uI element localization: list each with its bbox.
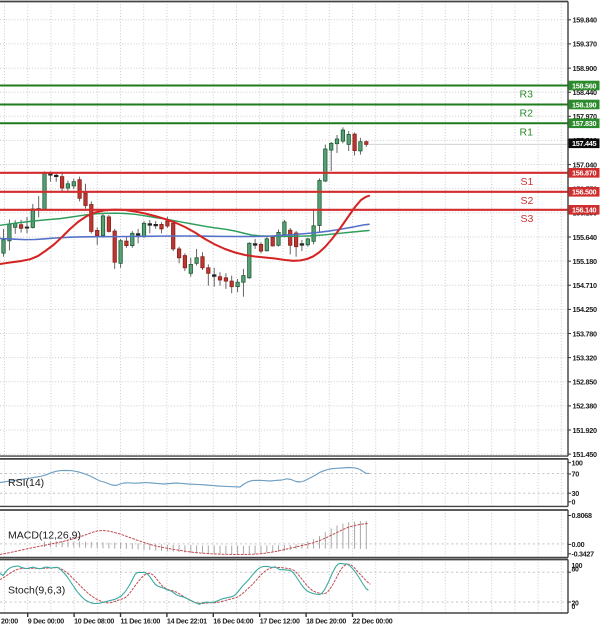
svg-text:17 Dec 12:00: 17 Dec 12:00 <box>260 618 300 626</box>
svg-text:151.920: 151.920 <box>573 426 598 435</box>
svg-text:159.840: 159.840 <box>573 16 598 25</box>
svg-text:80: 80 <box>572 566 580 573</box>
svg-text:156.500: 156.500 <box>572 188 597 197</box>
svg-text:154.710: 154.710 <box>573 281 598 290</box>
svg-text:157.830: 157.830 <box>572 119 597 128</box>
svg-text:16 Dec 04:00: 16 Dec 04:00 <box>213 618 253 626</box>
svg-text:10 Dec 08:00: 10 Dec 08:00 <box>74 618 114 626</box>
svg-text:156.140: 156.140 <box>572 206 597 215</box>
svg-text:157.040: 157.040 <box>573 160 598 169</box>
svg-text:155.180: 155.180 <box>573 257 598 266</box>
svg-text:11 Dec 16:00: 11 Dec 16:00 <box>121 618 161 626</box>
svg-text:18 Dec 20:00: 18 Dec 20:00 <box>306 618 346 626</box>
svg-text:22 Dec 00:00: 22 Dec 00:00 <box>353 618 393 626</box>
svg-text:S2: S2 <box>521 195 534 207</box>
svg-text:S3: S3 <box>521 213 534 225</box>
svg-text:20:00: 20:00 <box>1 618 18 626</box>
svg-text:R3: R3 <box>520 89 534 101</box>
svg-text:R1: R1 <box>520 127 534 139</box>
svg-text:0: 0 <box>572 604 576 611</box>
svg-text:158.560: 158.560 <box>572 81 597 90</box>
svg-text:30: 30 <box>572 489 580 498</box>
svg-text:70: 70 <box>572 470 580 479</box>
svg-text:153.780: 153.780 <box>573 329 598 338</box>
svg-text:0.8068: 0.8068 <box>572 511 592 520</box>
svg-text:9 Dec 00:00: 9 Dec 00:00 <box>28 618 65 626</box>
svg-text:100: 100 <box>572 563 583 570</box>
svg-text:14 Dec 22:01: 14 Dec 22:01 <box>167 618 207 626</box>
svg-text:20: 20 <box>572 600 580 607</box>
svg-text:152.380: 152.380 <box>573 402 598 411</box>
svg-text:158.190: 158.190 <box>572 100 597 109</box>
svg-text:159.370: 159.370 <box>573 40 598 49</box>
svg-text:MACD(12,26,9): MACD(12,26,9) <box>8 530 81 542</box>
svg-text:R2: R2 <box>520 108 534 120</box>
svg-text:0: 0 <box>572 498 576 507</box>
svg-text:0.00: 0.00 <box>572 540 585 549</box>
svg-text:154.250: 154.250 <box>573 305 598 314</box>
svg-text:158.440: 158.440 <box>573 88 598 97</box>
svg-text:152.850: 152.850 <box>573 378 598 387</box>
svg-text:158.900: 158.900 <box>573 64 598 73</box>
svg-text:155.640: 155.640 <box>573 233 598 242</box>
svg-text:Stoch(9,6,3): Stoch(9,6,3) <box>8 585 65 597</box>
svg-text:157.970: 157.970 <box>573 112 598 121</box>
svg-text:157.445: 157.445 <box>572 139 597 148</box>
svg-text:151.450: 151.450 <box>573 450 598 459</box>
svg-text:S1: S1 <box>521 176 534 188</box>
svg-text:153.320: 153.320 <box>573 353 598 362</box>
svg-text:156.870: 156.870 <box>572 169 597 178</box>
svg-text:RSI(14): RSI(14) <box>8 477 44 489</box>
svg-text:100: 100 <box>572 458 583 467</box>
svg-text:-0.3427: -0.3427 <box>572 550 595 559</box>
